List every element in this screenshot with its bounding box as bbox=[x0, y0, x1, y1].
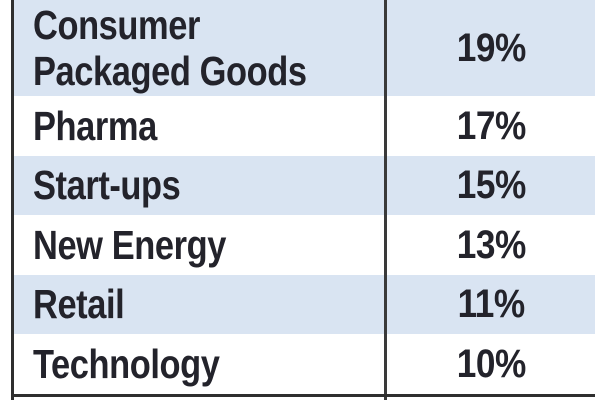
table-row: Technology 10% bbox=[14, 334, 595, 394]
row-value: 15% bbox=[456, 163, 526, 207]
row-value-cell bbox=[384, 397, 595, 400]
row-label-cell: New Energy bbox=[14, 215, 384, 275]
row-label-cell: Pharma bbox=[14, 96, 384, 156]
table-row: Pharma 17% bbox=[14, 96, 595, 156]
row-value-cell: 17% bbox=[384, 96, 595, 156]
table-row: Retail 11% bbox=[14, 275, 595, 334]
row-value-cell: 15% bbox=[384, 156, 595, 215]
row-label: Consumer Packaged Goods bbox=[33, 1, 307, 94]
next-row-partial bbox=[14, 397, 595, 400]
row-label-cell: Retail bbox=[14, 275, 384, 334]
row-label: Technology bbox=[33, 340, 220, 387]
row-label-cell: Technology bbox=[14, 334, 384, 394]
row-value: 11% bbox=[457, 282, 525, 326]
row-value: 13% bbox=[456, 222, 526, 267]
row-label-cell: Consumer Packaged Goods bbox=[14, 0, 384, 96]
table-bottom-border bbox=[14, 394, 595, 397]
row-value-cell: 11% bbox=[384, 275, 595, 334]
row-label: New Energy bbox=[33, 221, 226, 268]
row-value: 17% bbox=[456, 103, 526, 148]
sector-share-table: Consumer Packaged Goods 19% Pharma 17% S… bbox=[11, 0, 595, 400]
row-value-cell: 19% bbox=[384, 0, 595, 96]
row-value: 10% bbox=[456, 341, 526, 386]
table-row: Consumer Packaged Goods 19% bbox=[14, 0, 595, 96]
row-value: 19% bbox=[456, 25, 526, 70]
row-label: Retail bbox=[33, 281, 125, 328]
row-label: Pharma bbox=[33, 102, 157, 149]
row-label-cell: Start-ups bbox=[14, 156, 384, 215]
row-value-cell: 13% bbox=[384, 215, 595, 275]
row-label: Start-ups bbox=[33, 162, 181, 209]
table-row: Start-ups 15% bbox=[14, 156, 595, 215]
table-row: New Energy 13% bbox=[14, 215, 595, 275]
row-value-cell: 10% bbox=[384, 334, 595, 394]
